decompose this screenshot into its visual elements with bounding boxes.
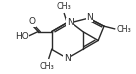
Text: O: O (29, 17, 36, 26)
Text: CH₃: CH₃ (40, 62, 54, 71)
Text: CH₃: CH₃ (117, 25, 131, 34)
Text: N: N (67, 18, 73, 27)
Text: N: N (86, 13, 93, 22)
Text: CH₃: CH₃ (57, 2, 72, 11)
Text: HO: HO (15, 32, 29, 41)
Text: N: N (64, 54, 71, 63)
